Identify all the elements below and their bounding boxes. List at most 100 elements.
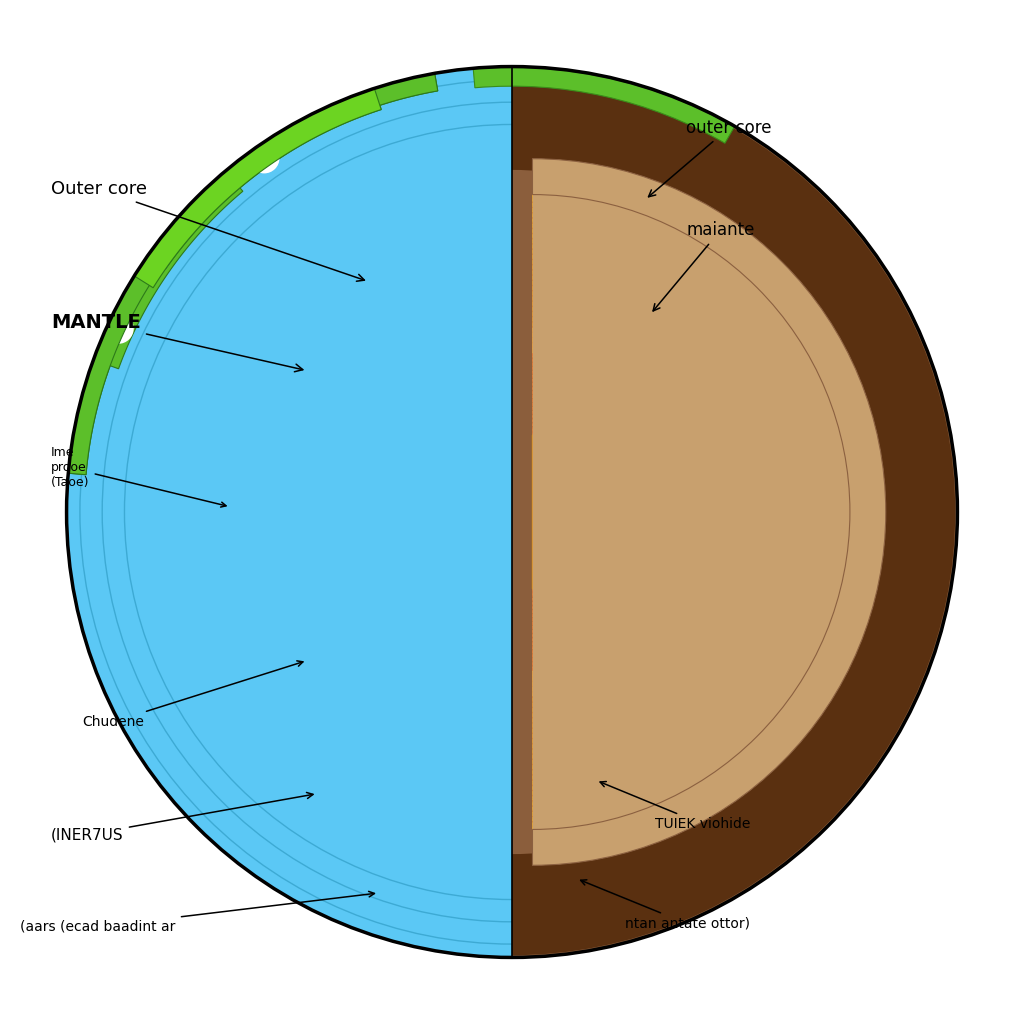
Wedge shape <box>532 250 795 774</box>
Wedge shape <box>532 270 774 754</box>
Wedge shape <box>512 93 931 931</box>
Wedge shape <box>512 140 884 884</box>
Wedge shape <box>512 81 943 943</box>
Wedge shape <box>512 89 935 935</box>
Wedge shape <box>473 68 734 143</box>
Wedge shape <box>532 195 850 829</box>
Polygon shape <box>93 171 243 369</box>
Wedge shape <box>532 338 707 686</box>
Wedge shape <box>532 431 613 593</box>
Wedge shape <box>532 326 719 698</box>
Circle shape <box>137 245 168 275</box>
Wedge shape <box>532 203 842 821</box>
Circle shape <box>249 142 280 173</box>
Text: (INER7US: (INER7US <box>51 793 313 842</box>
Wedge shape <box>532 242 803 782</box>
Wedge shape <box>532 349 695 675</box>
Circle shape <box>67 67 957 957</box>
Text: outer core: outer core <box>648 119 771 197</box>
Wedge shape <box>532 376 669 648</box>
Circle shape <box>103 313 134 344</box>
Wedge shape <box>532 286 759 738</box>
Wedge shape <box>532 381 664 643</box>
Wedge shape <box>532 422 623 602</box>
Wedge shape <box>532 207 838 817</box>
Wedge shape <box>532 195 850 829</box>
Wedge shape <box>532 218 826 806</box>
Wedge shape <box>532 341 703 683</box>
Polygon shape <box>69 74 437 475</box>
Text: ntan antate ottor): ntan antate ottor) <box>581 880 750 931</box>
Wedge shape <box>532 362 682 662</box>
Text: (aars (ecad baadint ar: (aars (ecad baadint ar <box>20 891 375 934</box>
Wedge shape <box>532 353 691 671</box>
Wedge shape <box>532 290 755 734</box>
Polygon shape <box>147 88 381 269</box>
Wedge shape <box>532 214 830 810</box>
Wedge shape <box>532 345 699 679</box>
Wedge shape <box>532 239 806 785</box>
Wedge shape <box>532 317 727 707</box>
Wedge shape <box>532 298 746 726</box>
Wedge shape <box>532 357 687 667</box>
Wedge shape <box>512 117 907 907</box>
Wedge shape <box>532 398 646 626</box>
Wedge shape <box>512 125 899 899</box>
Wedge shape <box>532 417 628 607</box>
Wedge shape <box>532 258 786 766</box>
Wedge shape <box>532 254 791 770</box>
Wedge shape <box>512 157 867 867</box>
Wedge shape <box>532 328 717 696</box>
Wedge shape <box>512 85 939 939</box>
Wedge shape <box>532 211 834 813</box>
Wedge shape <box>532 282 763 742</box>
Wedge shape <box>512 148 876 876</box>
Wedge shape <box>512 144 880 880</box>
Wedge shape <box>532 353 691 671</box>
Wedge shape <box>532 426 618 598</box>
Wedge shape <box>532 189 855 835</box>
Wedge shape <box>532 309 735 715</box>
Wedge shape <box>532 222 822 802</box>
Wedge shape <box>512 77 947 947</box>
Text: maiante: maiante <box>653 221 755 311</box>
Wedge shape <box>532 372 673 652</box>
Wedge shape <box>532 226 818 798</box>
Wedge shape <box>532 305 739 719</box>
Wedge shape <box>512 121 903 903</box>
Text: TUIEK viohide: TUIEK viohide <box>600 781 751 831</box>
Wedge shape <box>532 408 637 616</box>
Wedge shape <box>512 69 955 955</box>
Wedge shape <box>532 246 799 778</box>
Text: Ime
prooe
(Taoe): Ime prooe (Taoe) <box>51 446 226 507</box>
Wedge shape <box>512 96 928 928</box>
Wedge shape <box>512 104 920 920</box>
Wedge shape <box>532 199 846 825</box>
Wedge shape <box>532 403 641 621</box>
Wedge shape <box>532 413 632 611</box>
Wedge shape <box>532 353 691 671</box>
Wedge shape <box>532 390 654 634</box>
Wedge shape <box>512 100 924 924</box>
Wedge shape <box>512 133 891 891</box>
Wedge shape <box>532 313 731 711</box>
Wedge shape <box>532 334 711 690</box>
Wedge shape <box>512 136 888 888</box>
Wedge shape <box>512 67 957 957</box>
Wedge shape <box>532 294 751 730</box>
Wedge shape <box>532 394 650 630</box>
Wedge shape <box>512 161 863 863</box>
Wedge shape <box>532 278 767 746</box>
Wedge shape <box>532 274 770 750</box>
Wedge shape <box>512 153 871 871</box>
Wedge shape <box>532 385 659 639</box>
Text: Outer core: Outer core <box>51 180 365 282</box>
Wedge shape <box>532 159 886 865</box>
Wedge shape <box>512 113 911 911</box>
Wedge shape <box>532 367 678 657</box>
Text: MANTLE: MANTLE <box>51 313 303 372</box>
Wedge shape <box>512 73 951 951</box>
Wedge shape <box>532 266 778 758</box>
Text: Chudene: Chudene <box>82 660 303 729</box>
Wedge shape <box>532 322 723 702</box>
